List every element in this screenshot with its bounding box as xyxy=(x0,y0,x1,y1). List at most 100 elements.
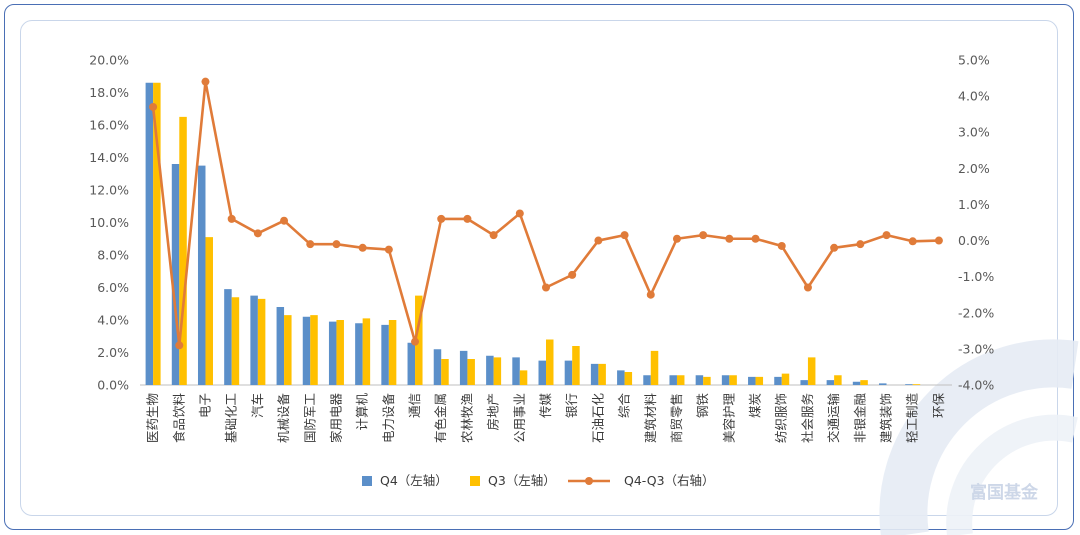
bar-q3 xyxy=(388,320,397,385)
category-label: 房地产 xyxy=(486,393,501,431)
bar-q4 xyxy=(852,381,861,385)
bar-q4 xyxy=(564,360,573,385)
bar-q3 xyxy=(781,373,790,385)
line-point xyxy=(280,216,289,225)
bar-q3 xyxy=(441,359,449,385)
category-labels: 医药生物 食品饮料 电子 基础化工 汽车 机械设备 国防军工 家用电器 计算机 电力设备 通信 有色金… xyxy=(145,393,946,444)
category-label: 医药生物 xyxy=(145,393,160,443)
right-tick-label: -2.0% xyxy=(958,305,994,320)
bar-q4 xyxy=(905,384,913,385)
watermark-logo: 富国基金 xyxy=(879,339,1079,535)
line-point xyxy=(751,234,760,243)
category-label: 纺织服饰 xyxy=(774,393,789,443)
bar-q4 xyxy=(433,349,442,385)
line-point xyxy=(594,236,603,245)
left-tick-label: 10.0% xyxy=(89,215,129,230)
right-tick-label: 0.0% xyxy=(958,233,990,248)
line-point xyxy=(149,102,158,111)
bar-q4 xyxy=(669,375,677,385)
line-point xyxy=(411,337,420,346)
line-point xyxy=(201,77,210,86)
bar-q3 xyxy=(572,346,580,385)
line-point xyxy=(620,231,629,240)
line-point xyxy=(358,243,367,252)
category-label: 机械设备 xyxy=(276,393,291,444)
left-tick-label: 8.0% xyxy=(97,248,129,263)
category-label: 通信 xyxy=(407,393,422,418)
right-tick-label: -3.0% xyxy=(958,341,994,356)
bar-q3 xyxy=(310,315,318,385)
bar-q3 xyxy=(912,384,921,385)
right-tick-label: 4.0% xyxy=(958,89,990,104)
bar-q4 xyxy=(328,321,337,385)
line-point xyxy=(384,245,393,254)
bar-q4 xyxy=(302,316,311,385)
line-point xyxy=(253,229,262,238)
bar-q4 xyxy=(800,380,808,385)
bar-q4 xyxy=(512,357,520,385)
bar-q4 xyxy=(355,323,363,385)
line-point xyxy=(463,214,472,223)
bar-q3 xyxy=(153,82,161,385)
right-tick-label: -4.0% xyxy=(958,378,994,393)
right-axis: 5.0% 4.0% 3.0% 2.0% 1.0% 0.0% -1.0% -2.0% -3.0% -… xyxy=(958,53,994,393)
line-point xyxy=(227,214,236,223)
bar-q3 xyxy=(284,315,292,385)
bar-q3 xyxy=(493,357,502,385)
category-label: 电力设备 xyxy=(381,393,396,444)
bar-q4 xyxy=(538,360,546,385)
legend-label-q4-q3: Q4-Q3（右轴） xyxy=(624,473,715,488)
bar-q4 xyxy=(486,355,494,385)
line-point xyxy=(803,283,812,292)
bar-q4 xyxy=(459,350,468,385)
legend: Q4（左轴） Q3（左轴） Q4-Q3（右轴） xyxy=(362,473,715,488)
left-axis: 20.0% 18.0% 16.0% 14.0% 12.0% 10.0% 8.0% 6.0% 4.… xyxy=(89,53,129,393)
line-point xyxy=(830,243,839,252)
legend-swatch-q3 xyxy=(470,476,480,486)
category-label: 煤炭 xyxy=(748,393,763,418)
bar-q4 xyxy=(879,383,887,385)
bar-q4 xyxy=(721,375,730,385)
category-label: 公用事业 xyxy=(512,393,527,443)
category-label: 基础化工 xyxy=(224,393,239,443)
left-tick-label: 2.0% xyxy=(97,345,129,360)
bar-q3 xyxy=(703,376,711,385)
line-point xyxy=(725,234,734,243)
bar-q3 xyxy=(546,339,554,385)
bar-q4 xyxy=(276,307,285,385)
watermark-text: 富国基金 xyxy=(970,482,1039,503)
left-tick-label: 20.0% xyxy=(89,53,129,68)
bar-q3 xyxy=(336,320,344,385)
line-point xyxy=(646,290,655,299)
left-tick-label: 12.0% xyxy=(89,183,129,198)
line-point xyxy=(515,209,524,218)
left-tick-label: 0.0% xyxy=(97,378,129,393)
category-label: 国防军工 xyxy=(302,393,317,443)
left-tick-label: 4.0% xyxy=(97,313,129,328)
line-point xyxy=(175,341,184,350)
category-label: 综合 xyxy=(617,393,632,419)
bar-q4 xyxy=(145,82,154,385)
line-point xyxy=(856,240,865,249)
category-label: 石油石化 xyxy=(590,393,605,444)
category-label: 农林牧渔 xyxy=(459,393,474,443)
legend-label-q3: Q3（左轴） xyxy=(488,473,556,488)
bar-q3 xyxy=(257,298,266,385)
category-label: 非银金融 xyxy=(852,393,867,444)
bar-q3 xyxy=(179,116,187,385)
bar-q3 xyxy=(860,380,868,385)
line-point xyxy=(672,234,681,243)
bar-q3 xyxy=(362,318,371,385)
line-point xyxy=(332,240,341,249)
bar-q3 xyxy=(807,357,816,385)
bar-q3 xyxy=(598,363,606,385)
right-tick-label: 3.0% xyxy=(958,125,990,140)
bar-q3 xyxy=(834,375,842,385)
right-tick-label: 1.0% xyxy=(958,197,990,212)
category-label: 商贸零售 xyxy=(669,393,684,443)
bar-q3 xyxy=(624,372,633,385)
category-label: 社会服务 xyxy=(800,393,815,443)
bar-q4 xyxy=(774,376,782,385)
bar-q4 xyxy=(617,370,625,385)
